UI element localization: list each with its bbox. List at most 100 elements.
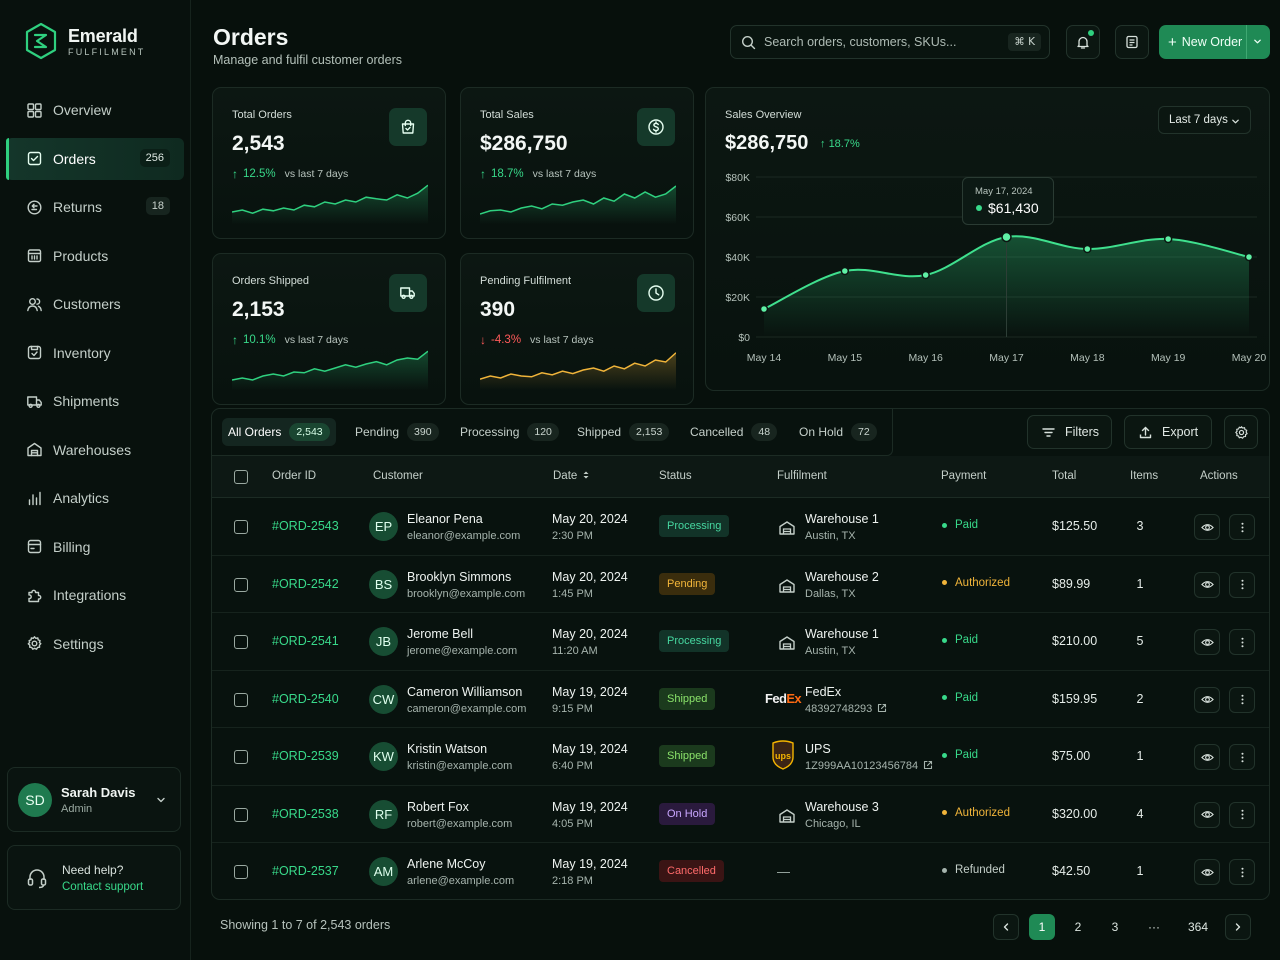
order-id-link[interactable]: #ORD-2539 — [272, 749, 339, 763]
row-checkbox[interactable] — [234, 865, 248, 879]
tracking-number[interactable]: 48392748293 — [805, 702, 873, 715]
order-id-link[interactable]: #ORD-2542 — [272, 576, 339, 591]
customer-name[interactable]: Robert Fox — [407, 799, 469, 814]
select-all-checkbox[interactable] — [234, 470, 248, 484]
order-date: May 19, 2024 — [552, 742, 628, 756]
column-payment[interactable]: Payment — [941, 470, 987, 482]
column-fulfilment[interactable]: Fulfilment — [777, 470, 827, 482]
brand[interactable]: Emerald FULFILMENT — [24, 22, 146, 60]
export-button[interactable]: Export — [1124, 415, 1212, 449]
sidebar-item-analytics[interactable]: Analytics — [6, 477, 184, 519]
column-customer[interactable]: Customer — [373, 470, 423, 482]
kpi-icon — [637, 274, 675, 312]
table-row[interactable]: #ORD-2540 CW Cameron Williamson cameron@… — [212, 671, 1269, 728]
tracking-number[interactable]: 1Z999AA10123456784 — [805, 760, 919, 772]
customer-name[interactable]: Cameron Williamson — [407, 684, 523, 699]
page-button[interactable]: 364 — [1183, 914, 1213, 940]
sidebar-item-products[interactable]: Products — [6, 235, 184, 277]
page-button[interactable]: 2 — [1065, 914, 1091, 940]
reports-button[interactable] — [1115, 25, 1149, 59]
table-settings-button[interactable] — [1224, 415, 1258, 449]
table-row[interactable]: #ORD-2542 BS Brooklyn Simmons brooklyn@e… — [212, 556, 1269, 613]
column-items[interactable]: Items — [1130, 470, 1159, 482]
sidebar-item-billing[interactable]: Billing — [6, 526, 184, 568]
table-row[interactable]: #ORD-2543 EP Eleanor Pena eleanor@exampl… — [212, 498, 1269, 556]
filters-label: Filters — [1065, 425, 1100, 439]
column-status[interactable]: Status — [659, 470, 692, 482]
more-actions-button[interactable] — [1229, 744, 1255, 770]
more-actions-button[interactable] — [1229, 859, 1255, 885]
row-checkbox[interactable] — [234, 750, 248, 764]
chevron-down-icon[interactable] — [1253, 37, 1262, 46]
view-order-button[interactable] — [1194, 514, 1220, 540]
row-checkbox[interactable] — [234, 635, 248, 649]
date-range-select[interactable]: Last 7 days — [1158, 106, 1251, 134]
sidebar-item-inventory[interactable]: Inventory — [6, 332, 184, 374]
table-row[interactable]: #ORD-2541 JB Jerome Bell jerome@example.… — [212, 613, 1269, 671]
row-checkbox[interactable] — [234, 520, 248, 534]
customer-name[interactable]: Brooklyn Simmons — [407, 569, 512, 584]
table-row[interactable]: #ORD-2538 RF Robert Fox robert@example.c… — [212, 786, 1269, 843]
more-actions-button[interactable] — [1229, 571, 1255, 598]
customer-name[interactable]: Eleanor Pena — [407, 512, 483, 526]
sidebar-item-settings[interactable]: Settings — [6, 623, 184, 665]
page-button[interactable]: 3 — [1102, 914, 1128, 940]
sidebar-item-overview[interactable]: Overview — [6, 89, 184, 131]
view-order-button[interactable] — [1194, 801, 1220, 828]
payment-status: Paid — [942, 634, 978, 646]
filters-button[interactable]: Filters — [1027, 415, 1112, 449]
external-link-icon[interactable] — [877, 703, 887, 713]
user-profile[interactable]: SD Sarah Davis Admin — [7, 767, 181, 832]
fulfilment-detail: Austin, TX — [805, 645, 856, 657]
order-id-link[interactable]: #ORD-2537 — [272, 864, 339, 878]
sidebar-item-integrations[interactable]: Integrations — [6, 574, 184, 616]
view-order-button[interactable] — [1194, 571, 1220, 598]
search-input[interactable] — [764, 35, 1004, 49]
sidebar-item-warehouses[interactable]: Warehouses — [6, 429, 184, 471]
tab-cancelled[interactable]: Cancelled 48 — [684, 418, 783, 446]
customer-name[interactable]: Jerome Bell — [407, 627, 473, 641]
sidebar-item-customers[interactable]: Customers — [6, 283, 184, 325]
tab-processing[interactable]: Processing 120 — [454, 418, 565, 446]
tab-all-orders[interactable]: All Orders 2,543 — [222, 418, 336, 446]
order-id-link[interactable]: #ORD-2543 — [272, 519, 339, 533]
tab-count: 390 — [407, 423, 439, 441]
notifications-button[interactable] — [1066, 25, 1100, 59]
search-bar[interactable]: ⌘ K — [730, 25, 1050, 59]
payment-status: Paid — [942, 749, 978, 761]
table-row[interactable]: #ORD-2539 KW Kristin Watson kristin@exam… — [212, 728, 1269, 786]
customer-name[interactable]: Kristin Watson — [407, 742, 488, 756]
tab-on-hold[interactable]: On Hold 72 — [793, 418, 883, 446]
contact-support-link[interactable]: Contact support — [62, 880, 144, 893]
previous-page-button[interactable] — [993, 914, 1019, 940]
tab-pending[interactable]: Pending 390 — [349, 418, 445, 446]
payment-status: Paid — [942, 519, 978, 531]
view-order-button[interactable] — [1194, 629, 1220, 655]
view-order-button[interactable] — [1194, 744, 1220, 770]
column-date[interactable]: Date — [553, 470, 590, 482]
table-row[interactable]: #ORD-2537 AM Arlene McCoy arlene@example… — [212, 843, 1269, 899]
more-actions-button[interactable] — [1229, 514, 1255, 540]
new-order-button[interactable]: + New Order — [1159, 25, 1270, 59]
sidebar-item-shipments[interactable]: Shipments — [6, 380, 184, 422]
sidebar-item-orders[interactable]: Orders 256 — [6, 137, 184, 180]
order-id-link[interactable]: #ORD-2540 — [272, 691, 339, 706]
view-order-button[interactable] — [1194, 686, 1220, 713]
row-checkbox[interactable] — [234, 577, 248, 592]
more-actions-button[interactable] — [1229, 686, 1255, 713]
more-actions-button[interactable] — [1229, 629, 1255, 655]
order-id-link[interactable]: #ORD-2541 — [272, 634, 339, 648]
external-link-icon[interactable] — [923, 760, 933, 770]
order-id-link[interactable]: #ORD-2538 — [272, 806, 339, 821]
next-page-button[interactable] — [1225, 914, 1251, 940]
column-total[interactable]: Total — [1052, 470, 1077, 482]
row-checkbox[interactable] — [234, 807, 248, 822]
sidebar-item-returns[interactable]: Returns 18 — [6, 186, 184, 228]
customer-name[interactable]: Arlene McCoy — [407, 857, 486, 871]
tab-shipped[interactable]: Shipped 2,153 — [571, 418, 675, 446]
row-checkbox[interactable] — [234, 692, 248, 707]
page-button[interactable]: 1 — [1029, 914, 1055, 940]
view-order-button[interactable] — [1194, 859, 1220, 885]
column-order-id[interactable]: Order ID — [272, 470, 317, 482]
more-actions-button[interactable] — [1229, 801, 1255, 828]
